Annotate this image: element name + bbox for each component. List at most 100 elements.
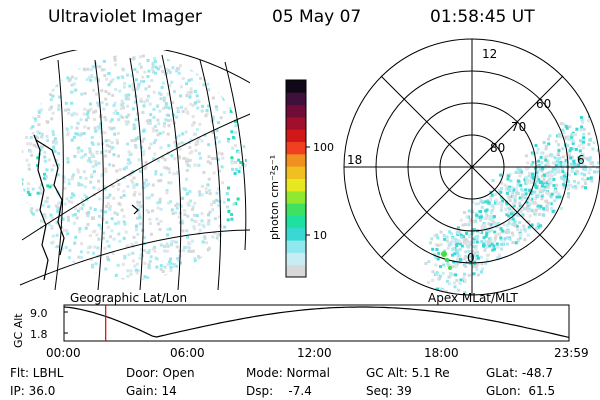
polar-speckle-dot	[508, 185, 511, 189]
geo-speckle-dot	[234, 119, 237, 123]
geo-speckle-dot	[159, 219, 163, 223]
geo-speckle-dot	[244, 95, 247, 99]
geo-speckle-dot	[22, 188, 26, 192]
geo-speckle-dot	[33, 66, 37, 69]
polar-speckle-dot	[490, 193, 494, 197]
geo-speckle-dot	[80, 207, 84, 211]
polar-speckle-dot	[562, 131, 566, 135]
geo-speckle-dot	[235, 111, 239, 115]
polar-speckle-dot	[481, 267, 485, 271]
polar-speckle-dot	[513, 223, 517, 227]
polar-speckle-dot	[576, 162, 580, 166]
geo-speckle-dot	[88, 150, 92, 153]
polar-speckle-dot	[587, 119, 590, 123]
geo-speckle-dot	[94, 76, 98, 80]
geo-speckle-dot	[88, 56, 92, 60]
geo-speckle-dot	[76, 168, 80, 172]
geo-speckle-dot	[24, 80, 28, 84]
polar-speckle-dot	[557, 149, 561, 153]
geo-speckle-dot	[177, 67, 180, 71]
polar-speckle-dot	[565, 152, 569, 156]
polar-speckle-dot	[568, 149, 572, 153]
polar-speckle-dot	[484, 209, 488, 213]
polar-speckle-dot	[576, 171, 580, 175]
polar-speckle-dot	[544, 164, 548, 168]
geo-speckle-dot	[110, 118, 114, 122]
geo-speckle-dot	[156, 133, 160, 137]
polar-speckle-dot	[574, 187, 578, 190]
geo-speckle-dot	[91, 230, 95, 234]
polar-speckle-dot	[546, 201, 550, 205]
polar-speckle-dot	[491, 248, 495, 252]
geo-speckle-dot	[192, 121, 196, 125]
polar-speckle-dot	[443, 249, 447, 253]
geo-speckle-dot	[112, 237, 116, 241]
polar-speckle-dot	[541, 165, 545, 169]
geo-speckle-dot	[191, 207, 195, 211]
polar-speckle-dot	[476, 234, 480, 238]
polar-speckle-dot	[459, 218, 463, 222]
geo-speckle-dot	[195, 214, 199, 218]
geo-graticule-line	[19, 229, 250, 286]
geo-speckle-dot	[221, 95, 225, 99]
geo-speckle-dot	[84, 153, 87, 157]
geo-speckle-dot	[191, 264, 194, 268]
polar-speckle-dot	[505, 229, 509, 233]
geo-speckle-dot	[67, 182, 71, 186]
geo-speckle-dot	[53, 149, 57, 153]
geo-speckle-dot	[34, 134, 38, 138]
polar-speckle-dot	[567, 137, 571, 141]
geo-speckle-dot	[117, 221, 121, 225]
polar-speckle-dot	[559, 207, 563, 210]
polar-speckle-dot	[540, 189, 544, 193]
geo-speckle-dot	[211, 118, 215, 122]
geo-speckle-dot	[127, 93, 131, 97]
polar-speckle-dot	[499, 227, 503, 231]
geo-speckle-dot	[124, 165, 128, 169]
geo-speckle-dot	[99, 114, 103, 118]
geo-speckle-dot	[66, 232, 70, 236]
polar-speckle-dot	[462, 263, 466, 267]
geo-speckle-dot	[222, 251, 225, 254]
geo-speckle-dot	[94, 109, 98, 113]
polar-speckle-dot	[506, 242, 509, 246]
geo-speckle-dot	[21, 150, 24, 153]
geo-speckle-dot	[218, 232, 222, 236]
geo-speckle-dot	[250, 263, 253, 266]
polar-speckle-dot	[481, 200, 485, 204]
geo-speckle-dot	[156, 206, 160, 210]
geo-speckle-dot	[234, 88, 238, 92]
polar-speckle-dot	[467, 209, 471, 213]
polar-speckle-dot	[493, 193, 497, 196]
geo-speckle-dot	[21, 221, 25, 225]
polar-speckle-dot	[534, 209, 537, 213]
geo-speckle-dot	[60, 225, 64, 229]
polar-speckle-dot	[546, 184, 550, 188]
geo-speckle-dot	[250, 237, 253, 240]
polar-speckle-dot	[491, 179, 495, 182]
polar-speckle-dot	[553, 199, 557, 203]
geo-speckle-dot	[68, 77, 72, 81]
geo-speckle-dot	[197, 259, 201, 263]
geo-speckle-dot	[248, 195, 251, 198]
geo-speckle-dot	[22, 91, 25, 95]
geo-speckle-dot	[127, 158, 131, 162]
geo-speckle-dot	[142, 137, 146, 141]
colorbar-stripe	[286, 153, 306, 167]
polar-speckle-dot	[580, 164, 584, 168]
polar-speckle-dot	[497, 253, 501, 257]
geo-speckle-dot	[104, 267, 108, 271]
geo-speckle-dot	[132, 186, 136, 190]
polar-speckle-dot	[470, 229, 474, 233]
geo-speckle-dot	[194, 149, 198, 153]
geo-speckle-dot	[213, 231, 216, 235]
polar-speckle-dot	[470, 250, 474, 254]
geo-speckle-dot	[200, 212, 204, 216]
polar-speckle-dot	[490, 209, 494, 212]
geo-speckle-dot	[196, 128, 199, 132]
geo-speckle-dot	[31, 212, 35, 216]
geo-speckle-dot	[186, 111, 190, 115]
polar-speckle-dot	[524, 175, 528, 179]
geo-speckle-dot	[65, 69, 69, 73]
geo-speckle-dot	[87, 157, 91, 160]
